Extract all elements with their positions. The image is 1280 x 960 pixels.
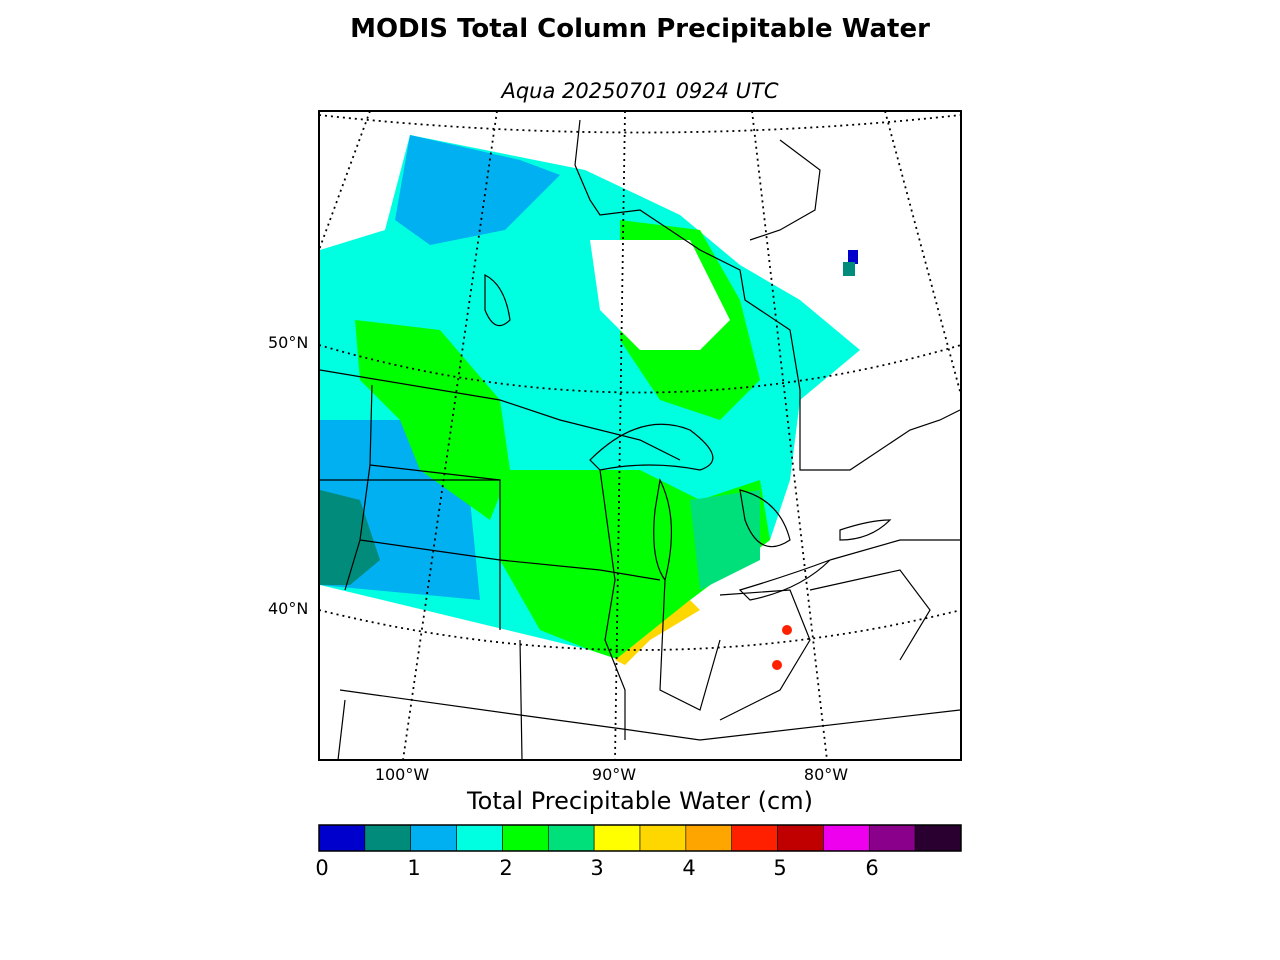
latitude-line-60 <box>319 114 961 134</box>
colorbar-swatch <box>685 824 733 852</box>
longitude-line-110 <box>319 111 371 251</box>
missouri-border <box>519 639 523 760</box>
latitude-label-50n: 50°N <box>268 333 309 352</box>
iowa-border <box>499 559 661 581</box>
colorbar-swatch <box>593 824 641 852</box>
lake-superior <box>589 423 714 471</box>
lake-huron <box>739 489 791 548</box>
indiana-border <box>659 579 721 711</box>
colorbar-swatch <box>410 824 457 852</box>
longitude-label-80w: 80°W <box>803 765 849 784</box>
colorbar-tick-label: 0 <box>315 856 329 880</box>
blue-pixel-cluster <box>848 250 858 264</box>
colorbar-title: Total Precipitable Water (cm) <box>467 787 813 815</box>
map-boundaries <box>319 119 961 760</box>
colorbar-tick-label: 2 <box>499 856 513 880</box>
longitude-line-90 <box>614 111 626 760</box>
pennsylvania-border <box>809 569 931 661</box>
teal-pixel-cluster <box>843 262 855 276</box>
sd-nebraska-border <box>359 539 501 561</box>
james-bay-coast <box>749 139 821 241</box>
colorbar-swatch <box>318 824 366 852</box>
canada-us-border <box>319 369 681 461</box>
colorbar <box>318 824 962 852</box>
colorbar-swatch <box>777 824 824 852</box>
colorbar-swatch <box>364 824 412 852</box>
longitude-line-70 <box>884 111 961 396</box>
dakota-montana-border <box>344 384 373 591</box>
nd-sd-border <box>369 464 501 481</box>
southern-state-border <box>339 689 961 741</box>
colorbar-swatch <box>547 824 595 852</box>
latitude-line-50 <box>319 344 961 394</box>
graticule <box>319 111 961 760</box>
swath-north-blue-region <box>395 135 560 245</box>
latitude-line-40 <box>319 609 961 651</box>
map-title: MODIS Total Column Precipitable Water <box>350 14 930 44</box>
data-swath <box>320 135 860 670</box>
lake-ontario <box>839 519 892 541</box>
longitude-label-90w: 90°W <box>591 765 637 784</box>
red-pixel-cluster <box>772 660 782 670</box>
longitude-line-100 <box>402 111 498 760</box>
colorbar-swatch <box>639 824 687 852</box>
colorbar-tick-label: 1 <box>407 856 421 880</box>
new-york-border <box>829 539 960 561</box>
swath-dakota-teal-region <box>320 490 380 585</box>
colorbar-swatch <box>731 824 778 852</box>
ohio-border <box>719 589 811 721</box>
lake-erie <box>738 559 831 601</box>
wisconsin-illinois-border <box>599 469 626 740</box>
map-frame <box>318 110 962 761</box>
swath-green-region-north <box>355 320 510 520</box>
lake-winnipeg <box>484 274 511 327</box>
swath-michigan-region <box>690 490 760 590</box>
colorbar-tick-label: 6 <box>865 856 879 880</box>
latitude-label-40n: 40°N <box>268 599 309 618</box>
map-subtitle: Aqua 20250701 0924 UTC <box>501 79 779 103</box>
colorbar-swatch <box>823 824 870 852</box>
hudson-bay-coast <box>574 119 961 471</box>
longitude-line-80 <box>751 111 828 760</box>
cloud-gap-region <box>590 240 730 350</box>
red-pixel-cluster <box>782 625 792 635</box>
kansas-border <box>337 699 346 760</box>
colorbar-tick-label: 4 <box>682 856 696 880</box>
lake-michigan <box>653 478 673 582</box>
colorbar-swatch <box>868 824 916 852</box>
colorbar-swatch <box>914 824 962 852</box>
colorbar-swatch <box>456 824 503 852</box>
colorbar-tick-label: 3 <box>590 856 604 880</box>
colorbar-swatch <box>502 824 549 852</box>
swath-yellow-edge <box>615 600 700 665</box>
colorbar-frame <box>318 824 962 852</box>
longitude-label-100w: 100°W <box>374 765 430 784</box>
colorbar-tick-label: 5 <box>773 856 787 880</box>
